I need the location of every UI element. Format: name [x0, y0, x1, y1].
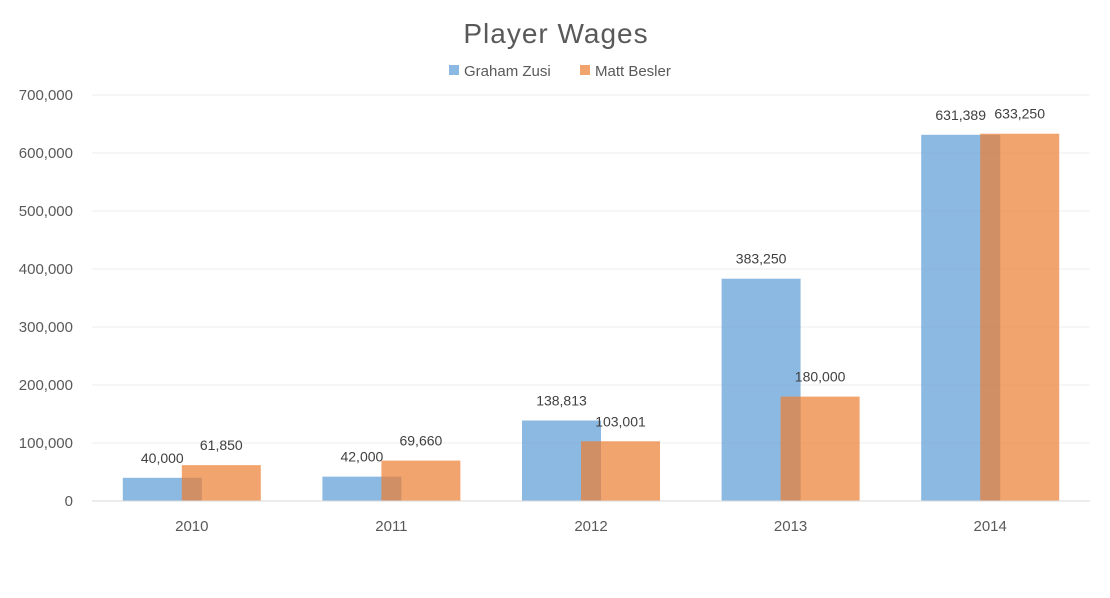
y-tick-label: 300,000	[19, 319, 73, 336]
y-tick-label: 100,000	[19, 435, 73, 452]
y-tick-label: 600,000	[19, 145, 73, 162]
bar	[980, 133, 1060, 501]
data-label: 103,001	[595, 413, 646, 429]
gridlines	[92, 94, 1090, 444]
data-label: 138,813	[536, 392, 587, 408]
x-tick-label: 2013	[774, 518, 807, 535]
y-tick-label: 200,000	[19, 377, 73, 394]
legend-swatch	[580, 65, 590, 75]
legend-swatch	[449, 65, 459, 75]
data-label: 40,000	[141, 450, 184, 466]
x-tick-label: 2012	[574, 518, 607, 535]
chart-title: Player Wages	[463, 18, 648, 49]
data-label: 61,850	[200, 437, 243, 453]
x-tick-label: 2011	[375, 518, 407, 535]
bar	[780, 396, 860, 501]
bar	[381, 460, 461, 501]
data-labels: 40,000 61,850 42,000 69,660 138,813 103,001 38…	[141, 106, 1045, 466]
data-label: 631,389	[935, 107, 986, 123]
x-tick-label: 2010	[175, 518, 208, 535]
data-label: 69,660	[399, 433, 442, 449]
y-tick-label: 500,000	[19, 203, 73, 220]
bar	[181, 465, 261, 501]
y-tick-label: 0	[65, 493, 73, 510]
legend: Graham Zusi Matt Besler	[449, 63, 671, 80]
y-axis-tick-labels: 0 100,000 200,000 300,000 400,000 500,000 600,…	[19, 87, 73, 510]
x-axis-tick-labels: 2010 2011 2012 2013 2014	[175, 518, 1007, 535]
data-label: 42,000	[340, 449, 383, 465]
data-label: 633,250	[994, 106, 1045, 122]
legend-label: Graham Zusi	[464, 63, 551, 80]
x-tick-label: 2014	[974, 518, 1007, 535]
bar	[581, 441, 660, 501]
legend-label: Matt Besler	[595, 63, 671, 80]
data-label: 383,250	[736, 251, 787, 267]
y-tick-label: 400,000	[19, 261, 73, 278]
bars	[122, 133, 1060, 501]
y-tick-label: 700,000	[19, 87, 73, 104]
data-label: 180,000	[795, 369, 846, 385]
